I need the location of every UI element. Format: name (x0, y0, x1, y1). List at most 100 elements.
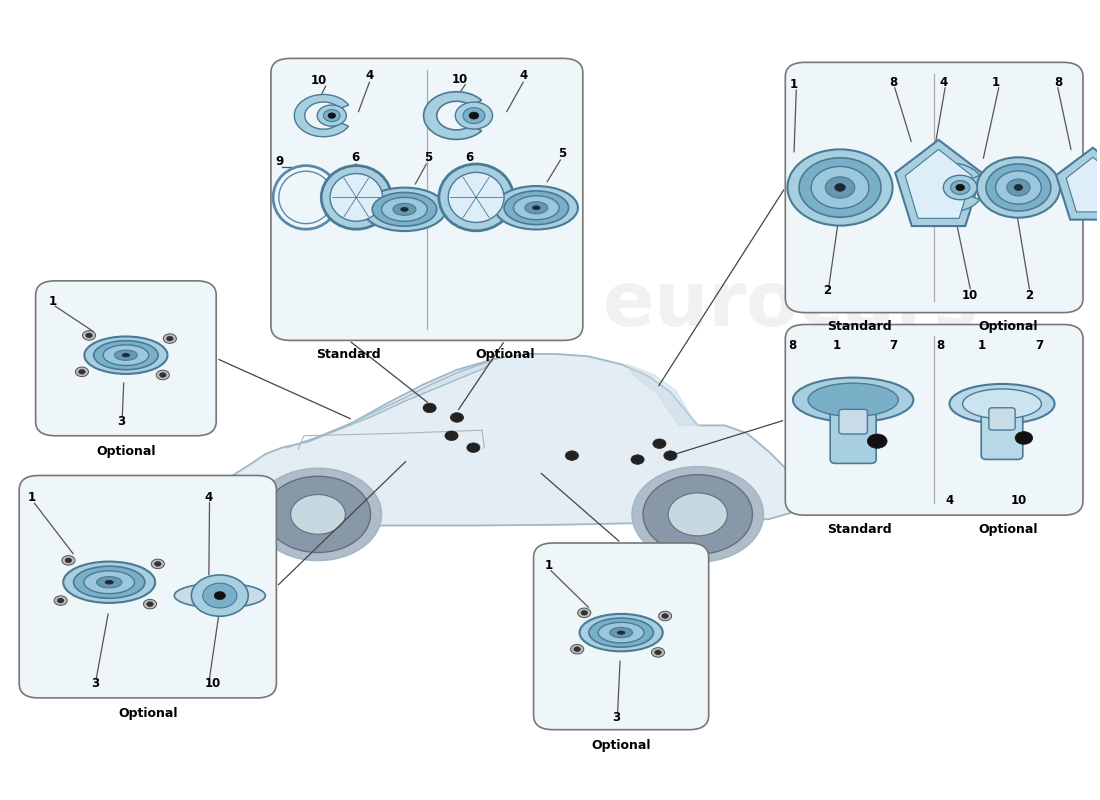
Ellipse shape (74, 566, 145, 598)
Text: Optional: Optional (979, 321, 1038, 334)
Ellipse shape (321, 166, 392, 229)
FancyBboxPatch shape (785, 62, 1084, 313)
Text: 1: 1 (28, 491, 36, 504)
Circle shape (76, 367, 88, 377)
Circle shape (65, 558, 72, 562)
Circle shape (57, 598, 64, 603)
Ellipse shape (382, 198, 427, 222)
Wedge shape (424, 92, 482, 139)
Circle shape (1014, 185, 1023, 190)
Ellipse shape (617, 631, 625, 634)
Circle shape (54, 596, 67, 606)
Text: Standard: Standard (827, 523, 892, 536)
Circle shape (799, 158, 881, 218)
Text: Standard: Standard (317, 348, 382, 362)
Ellipse shape (525, 202, 548, 214)
Text: 8: 8 (889, 76, 898, 89)
Text: 6: 6 (465, 151, 473, 164)
Circle shape (79, 370, 85, 374)
Text: 5: 5 (558, 147, 566, 160)
Polygon shape (287, 360, 493, 448)
Polygon shape (627, 364, 701, 426)
Text: 1: 1 (544, 558, 552, 572)
Text: 4: 4 (945, 494, 954, 507)
FancyBboxPatch shape (35, 281, 217, 436)
Ellipse shape (363, 187, 446, 231)
Wedge shape (917, 163, 980, 212)
Text: 9: 9 (275, 155, 284, 168)
Text: 8: 8 (789, 338, 796, 352)
Circle shape (986, 164, 1050, 211)
Ellipse shape (97, 577, 122, 588)
Text: Optional: Optional (592, 739, 651, 752)
FancyBboxPatch shape (989, 408, 1015, 430)
Text: Optional: Optional (979, 523, 1038, 536)
Text: Optional: Optional (475, 348, 535, 362)
Text: 2: 2 (1025, 289, 1033, 302)
Polygon shape (211, 354, 802, 526)
Circle shape (143, 599, 156, 609)
Circle shape (424, 403, 437, 413)
Ellipse shape (106, 580, 113, 584)
Ellipse shape (588, 618, 653, 647)
Circle shape (578, 608, 591, 618)
Text: 1: 1 (833, 338, 840, 352)
Ellipse shape (793, 378, 913, 422)
Circle shape (644, 474, 752, 554)
Circle shape (811, 166, 869, 209)
Ellipse shape (949, 384, 1055, 424)
Wedge shape (295, 94, 349, 137)
Text: 1: 1 (790, 78, 798, 91)
Circle shape (214, 591, 225, 600)
Ellipse shape (598, 622, 644, 643)
Circle shape (996, 171, 1042, 204)
Circle shape (977, 158, 1060, 218)
Circle shape (323, 110, 340, 122)
Circle shape (202, 583, 236, 608)
Circle shape (328, 113, 336, 118)
Circle shape (950, 181, 970, 194)
Text: 10: 10 (1011, 494, 1027, 507)
Circle shape (659, 611, 672, 621)
Text: 10: 10 (310, 74, 327, 87)
Circle shape (663, 451, 676, 460)
Circle shape (868, 434, 887, 448)
Circle shape (154, 562, 161, 566)
FancyBboxPatch shape (19, 475, 276, 698)
Ellipse shape (439, 164, 514, 230)
Circle shape (62, 556, 75, 565)
Circle shape (1006, 179, 1030, 196)
Circle shape (317, 105, 346, 126)
FancyBboxPatch shape (839, 410, 868, 434)
Ellipse shape (609, 627, 632, 638)
Ellipse shape (85, 337, 167, 374)
Text: 4: 4 (939, 76, 948, 89)
Text: 8: 8 (1055, 76, 1063, 89)
Ellipse shape (580, 614, 662, 651)
Circle shape (254, 468, 382, 561)
Ellipse shape (514, 196, 559, 220)
Polygon shape (1056, 148, 1100, 220)
Circle shape (156, 370, 169, 380)
Text: 3: 3 (91, 677, 99, 690)
Ellipse shape (103, 345, 148, 366)
Polygon shape (895, 140, 982, 226)
Circle shape (466, 443, 480, 453)
Ellipse shape (448, 172, 504, 222)
Text: 6: 6 (351, 151, 359, 164)
Ellipse shape (94, 341, 158, 370)
Circle shape (1015, 432, 1033, 444)
Text: a passion for
ince1995: a passion for ince1995 (558, 543, 673, 582)
Circle shape (632, 466, 763, 562)
Text: eurocars: eurocars (603, 268, 979, 342)
Ellipse shape (962, 389, 1042, 418)
FancyBboxPatch shape (534, 543, 708, 730)
Ellipse shape (330, 174, 383, 222)
FancyBboxPatch shape (981, 412, 1023, 459)
Ellipse shape (114, 350, 138, 360)
Circle shape (651, 648, 664, 657)
Ellipse shape (84, 571, 134, 594)
Ellipse shape (808, 383, 899, 417)
Circle shape (581, 610, 587, 615)
Text: 1: 1 (978, 338, 986, 352)
